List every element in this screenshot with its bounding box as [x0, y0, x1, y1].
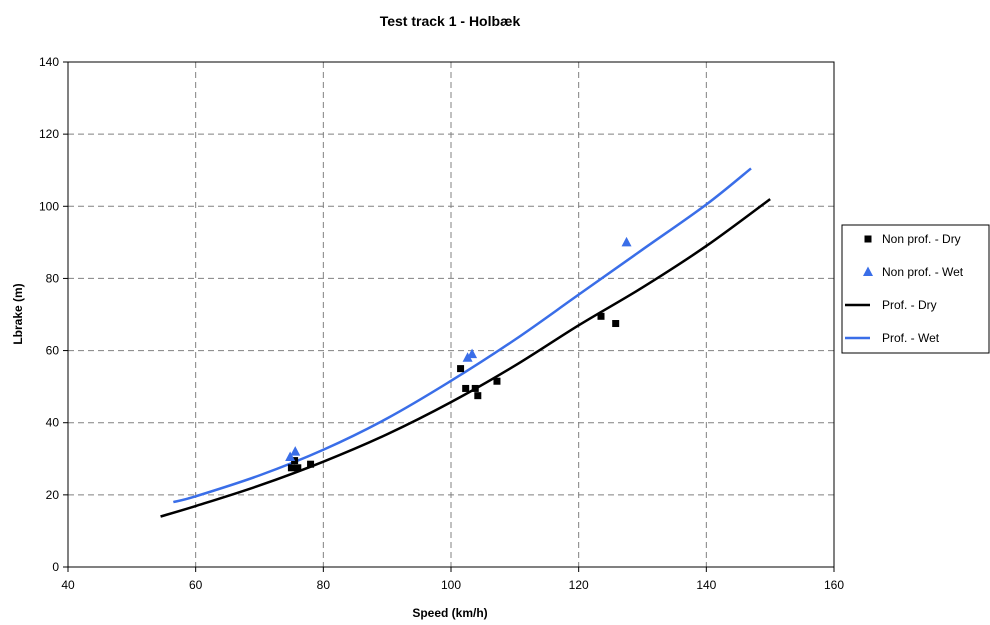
data-point-non-prof-wet	[462, 352, 473, 362]
data-point-non-prof-dry	[457, 365, 465, 373]
data-point-non-prof-dry	[612, 320, 620, 328]
legend-label-non-prof-wet: Non prof. - Wet	[882, 265, 964, 279]
x-tick-label: 160	[824, 578, 844, 592]
y-tick-label: 120	[39, 127, 59, 141]
x-tick-label: 80	[317, 578, 331, 592]
legend-label-non-prof-dry: Non prof. - Dry	[882, 232, 961, 246]
y-axis-label: Lbrake (m)	[11, 283, 25, 344]
data-point-non-prof-dry	[474, 392, 482, 400]
data-point-non-prof-dry	[471, 384, 479, 392]
series-line-prof-wet	[173, 167, 752, 504]
data-point-non-prof-dry	[493, 377, 501, 385]
data-point-non-prof-wet	[290, 446, 301, 456]
x-tick-label: 120	[569, 578, 589, 592]
data-point-non-prof-dry	[287, 464, 295, 472]
x-axis-label: Speed (km/h)	[412, 606, 487, 620]
x-tick-label: 140	[696, 578, 716, 592]
y-tick-label: 40	[46, 416, 60, 430]
data-point-non-prof-wet	[621, 236, 632, 247]
y-tick-label: 140	[39, 55, 59, 69]
legend-swatch-non-prof-wet	[863, 266, 873, 276]
legend-box	[841, 224, 990, 354]
x-tick-label: 40	[61, 578, 75, 592]
data-point-non-prof-dry	[462, 384, 470, 392]
data-point-non-prof-wet	[467, 348, 478, 359]
legend: Non prof. - Dry Non prof. - Wet Prof. - Dr…	[841, 224, 990, 354]
data-point-non-prof-dry	[294, 464, 302, 472]
data-point-non-prof-dry	[307, 460, 315, 468]
data-point-non-prof-wet	[285, 451, 296, 461]
y-tick-label: 60	[46, 344, 60, 358]
legend-swatch-non-prof-dry	[864, 235, 872, 243]
y-tick-label: 100	[39, 199, 59, 213]
y-tick-label: 80	[46, 271, 60, 285]
legend-label-prof-wet: Prof. - Wet	[882, 331, 940, 345]
y-tick-label: 20	[46, 488, 60, 502]
legend-label-prof-dry: Prof. - Dry	[882, 298, 937, 312]
series-line-prof-dry	[160, 198, 771, 518]
plot-area: 40 60 80 100 120 140 160 0 20 40 60 80 100 120 140	[39, 55, 844, 592]
chart-title: Test track 1 - Holbæk	[380, 13, 521, 29]
y-tick-label: 0	[52, 560, 59, 574]
x-tick-label: 60	[189, 578, 203, 592]
data-point-non-prof-dry	[597, 312, 605, 320]
x-tick-label: 100	[441, 578, 461, 592]
